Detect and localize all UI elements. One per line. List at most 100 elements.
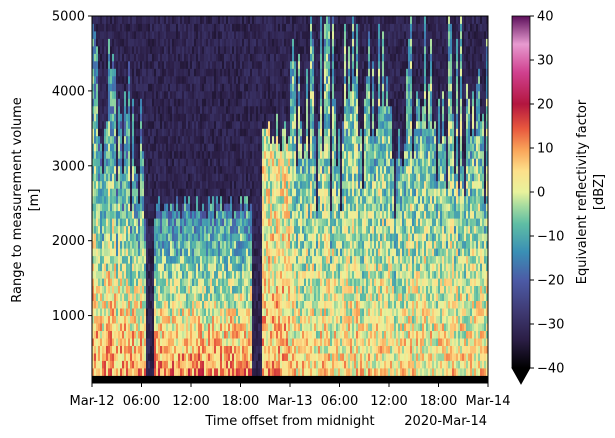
heatmap-cell xyxy=(224,278,227,286)
heatmap-cell xyxy=(230,180,233,189)
heatmap-cell xyxy=(284,188,287,197)
heatmap-cell xyxy=(268,158,271,167)
heatmap-cell xyxy=(192,120,195,129)
heatmap-cell xyxy=(192,255,195,264)
heatmap-cell xyxy=(230,323,233,331)
heatmap-cell xyxy=(262,16,265,24)
heatmap-cell xyxy=(124,23,127,32)
heatmap-cell xyxy=(262,315,265,324)
heatmap-cell xyxy=(128,315,131,324)
heatmap-cell xyxy=(136,210,139,219)
heatmap-cell xyxy=(106,263,109,272)
heatmap-cell xyxy=(200,120,203,129)
heatmap-cell xyxy=(252,323,255,331)
heatmap-cell xyxy=(290,255,293,264)
heatmap-cell xyxy=(104,338,107,346)
heatmap-cell xyxy=(242,308,245,316)
heatmap-cell xyxy=(118,120,121,129)
heatmap-cell xyxy=(206,53,209,62)
heatmap-cell xyxy=(232,255,235,264)
heatmap-cell xyxy=(212,143,215,152)
heatmap-cell xyxy=(112,68,115,77)
heatmap-cell xyxy=(268,150,271,159)
heatmap-cell xyxy=(270,46,273,54)
heatmap-cell xyxy=(142,338,145,346)
heatmap-cell xyxy=(288,330,291,339)
heatmap-cell xyxy=(158,368,161,376)
heatmap-cell xyxy=(178,278,181,286)
heatmap-cell xyxy=(244,278,247,286)
heatmap-cell xyxy=(106,285,109,294)
heatmap-cell xyxy=(136,83,139,92)
heatmap-cell xyxy=(240,120,243,129)
heatmap-cell xyxy=(186,60,189,69)
heatmap-cell xyxy=(294,203,297,212)
heatmap-cell xyxy=(290,38,293,47)
heatmap-cell xyxy=(110,53,113,62)
heatmap-cell xyxy=(288,255,291,264)
heatmap-cell xyxy=(154,188,157,197)
heatmap-cell xyxy=(182,75,185,84)
heatmap-cell xyxy=(114,240,117,249)
heatmap-cell xyxy=(176,270,179,279)
heatmap-cell xyxy=(264,240,267,249)
heatmap-cell xyxy=(134,203,137,212)
heatmap-cell xyxy=(182,16,185,24)
heatmap-cell xyxy=(248,233,251,242)
heatmap-cell xyxy=(184,203,187,212)
heatmap-cell xyxy=(148,248,151,257)
heatmap-cell xyxy=(160,368,163,376)
heatmap-cell xyxy=(142,158,145,167)
heatmap-cell xyxy=(178,233,181,242)
heatmap-cell xyxy=(148,53,151,62)
heatmap-cell xyxy=(158,38,161,47)
heatmap-cell xyxy=(222,338,225,346)
heatmap-cell xyxy=(220,75,223,84)
heatmap-cell xyxy=(206,68,209,77)
heatmap-cell xyxy=(200,375,203,383)
heatmap-cell xyxy=(272,105,275,114)
heatmap-cell xyxy=(218,165,221,174)
heatmap-cell xyxy=(218,60,221,69)
heatmap-cell xyxy=(228,210,231,219)
heatmap-cell xyxy=(208,16,211,24)
heatmap-cell xyxy=(206,23,209,32)
heatmap-cell xyxy=(246,90,249,99)
heatmap-cell xyxy=(262,31,265,39)
heatmap-cell xyxy=(160,113,163,122)
heatmap-cell xyxy=(160,353,163,361)
heatmap-cell xyxy=(230,353,233,361)
heatmap-cell xyxy=(232,233,235,242)
heatmap-cell xyxy=(212,165,215,174)
heatmap-cell xyxy=(156,248,159,257)
heatmap-cell xyxy=(288,315,291,324)
heatmap-cell xyxy=(126,60,129,69)
heatmap-cell xyxy=(108,31,111,39)
heatmap-cell xyxy=(202,300,205,309)
heatmap-cell xyxy=(178,338,181,346)
heatmap-cell xyxy=(166,375,169,383)
heatmap-cell xyxy=(290,368,293,376)
heatmap-cell xyxy=(142,31,145,39)
heatmap-cell xyxy=(170,16,173,24)
heatmap-cell xyxy=(224,338,227,346)
heatmap-cell xyxy=(96,105,99,114)
heatmap-cell xyxy=(226,105,229,114)
heatmap-cell xyxy=(208,353,211,361)
heatmap-cell xyxy=(172,98,175,107)
heatmap-cell xyxy=(234,375,237,383)
heatmap-cell xyxy=(174,210,177,219)
heatmap-cell xyxy=(198,68,201,77)
heatmap-cell xyxy=(230,240,233,249)
heatmap-cell xyxy=(106,23,109,32)
heatmap-cell xyxy=(256,285,259,294)
heatmap-cell xyxy=(154,16,157,24)
heatmap-cell xyxy=(264,150,267,159)
heatmap-cell xyxy=(290,270,293,279)
heatmap-cell xyxy=(238,203,241,212)
heatmap-cell xyxy=(206,278,209,286)
heatmap-cell xyxy=(216,285,219,294)
heatmap-cell xyxy=(122,165,125,174)
heatmap-cell xyxy=(114,90,117,99)
heatmap-cell xyxy=(184,188,187,197)
